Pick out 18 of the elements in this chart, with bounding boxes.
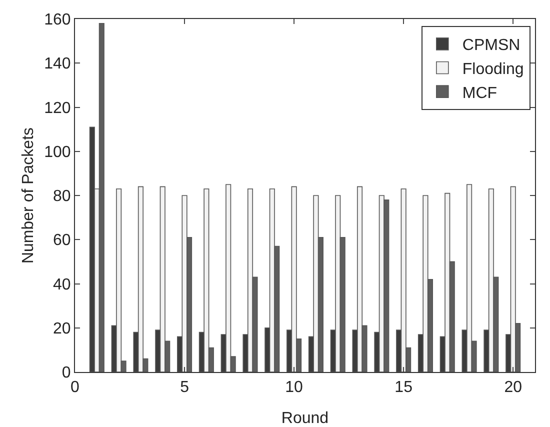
y-tick-label: 60: [53, 232, 71, 250]
y-tick-label: 40: [53, 276, 71, 294]
x-tick-label: 20: [504, 379, 522, 396]
x-tick-label: 5: [180, 379, 190, 396]
legend-label: CPMSN: [462, 37, 520, 54]
y-tick-label: 0: [62, 364, 71, 382]
y-tick-label: 160: [44, 12, 71, 29]
legend-label: Flooding: [462, 61, 524, 78]
y-axis-title: Number of Packets: [20, 127, 37, 264]
y-tick-label: 140: [44, 56, 71, 73]
x-axis-title: Round: [281, 410, 329, 427]
y-tick-label: 100: [44, 144, 71, 161]
y-tick-label: 80: [53, 188, 71, 206]
x-tick-label: 15: [394, 379, 413, 396]
y-tick-label: 20: [53, 320, 71, 338]
x-tick-label: 10: [285, 379, 304, 396]
y-tick-label: 120: [44, 100, 71, 117]
legend-label: MCF: [462, 84, 498, 102]
